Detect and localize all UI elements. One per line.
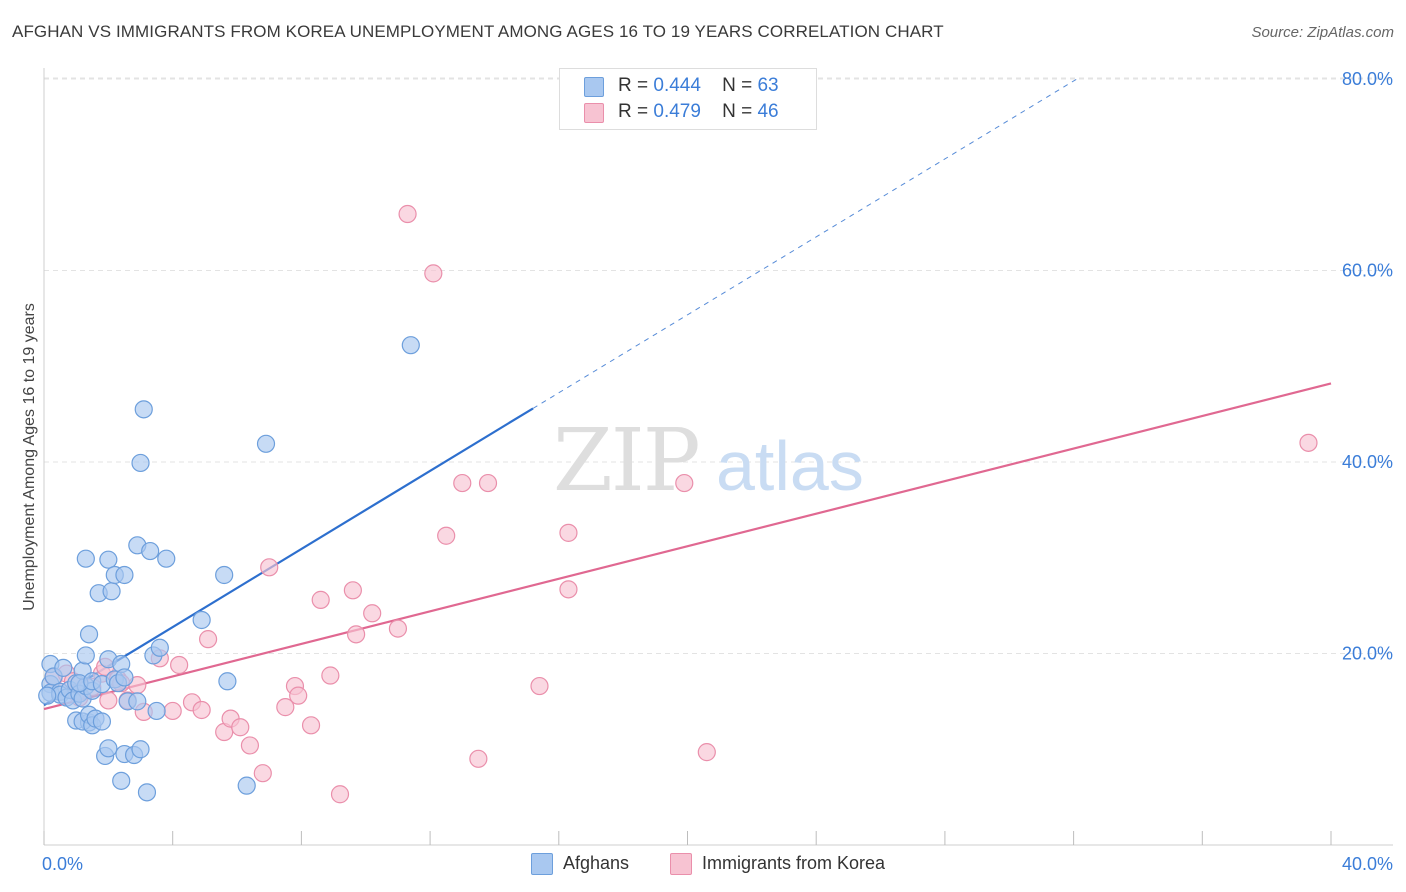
afghans-point (131, 453, 150, 473)
afghans-point (150, 638, 169, 657)
afghans-point (401, 336, 420, 355)
afghans-point (79, 625, 99, 644)
afghans-point (99, 739, 118, 758)
y-tick-label: 60.0% (1342, 261, 1393, 281)
korea-point (530, 676, 549, 696)
afghans-r-value: 0.444 (653, 75, 701, 96)
afghans-point (137, 783, 157, 802)
afghans-point (92, 712, 112, 731)
afghans-legend-swatch (531, 853, 553, 875)
korea-point (231, 718, 250, 737)
korea-point (469, 749, 488, 768)
korea-point (343, 581, 362, 600)
watermark-atlas: atlas (716, 427, 864, 505)
afghans-point (115, 565, 134, 585)
korea-point (311, 590, 330, 609)
korea-point (424, 264, 443, 283)
korea-point (478, 473, 498, 493)
korea-r-value: 0.479 (653, 101, 701, 122)
correlation-legend: R = 0.444 N = 63 R = 0.479 N = 46 (559, 68, 817, 130)
afghans-point (157, 549, 176, 568)
r-label: R = (618, 101, 649, 122)
afghans-point (76, 549, 95, 568)
korea-point (301, 716, 321, 735)
afghans-n-value: 63 (757, 75, 779, 96)
korea-point (99, 691, 118, 710)
afghans-trend-line (43, 407, 534, 707)
afghans-point (131, 740, 150, 759)
afghans-point (38, 686, 57, 705)
n-label: N = (722, 75, 753, 96)
korea-point (363, 604, 382, 623)
r-label: R = (618, 75, 649, 96)
afghans-point (237, 776, 256, 795)
afghans-point (54, 658, 73, 677)
korea-point (453, 473, 472, 493)
korea-point (675, 473, 694, 493)
afghans-point (256, 434, 276, 453)
afghans-point (134, 400, 153, 419)
chart-title: AFGHAN VS IMMIGRANTS FROM KOREA UNEMPLOY… (12, 22, 944, 41)
korea-point (559, 523, 578, 542)
afghans-point (112, 771, 131, 790)
y-tick-label: 80.0% (1342, 69, 1393, 89)
afghans-swatch (584, 77, 604, 97)
source-credit: Source: ZipAtlas.com (1251, 24, 1394, 41)
n-label: N = (722, 101, 753, 122)
korea-point (1299, 433, 1318, 452)
korea-point (198, 630, 218, 649)
afghans-legend-label: Afghans (563, 853, 630, 873)
korea-swatch (584, 103, 604, 123)
afghans-point (147, 701, 166, 721)
korea-point (276, 698, 295, 717)
korea-trend-line (43, 382, 1332, 711)
y-tick-label: 20.0% (1342, 644, 1393, 664)
korea-point (170, 655, 189, 675)
korea-point (192, 700, 211, 720)
x-tick-label-max: 40.0% (1342, 854, 1393, 874)
afghans-point (215, 565, 234, 585)
korea-point (398, 204, 417, 224)
korea-point (388, 619, 408, 638)
korea-point (163, 701, 182, 721)
korea-point (559, 580, 578, 599)
korea-point (330, 785, 350, 804)
korea-n-value: 46 (757, 101, 779, 122)
x-tick-label-min: 0.0% (42, 854, 83, 874)
korea-point (289, 686, 308, 705)
afghans-point (99, 550, 118, 569)
afghans-point (102, 582, 121, 601)
korea-point (437, 526, 456, 545)
afghans-point (141, 541, 160, 561)
afghans-point (128, 692, 147, 711)
korea-point (260, 558, 279, 577)
korea-point (321, 666, 340, 685)
afghans-point (218, 672, 237, 691)
y-axis-label: Unemployment Among Ages 16 to 19 years (21, 303, 38, 611)
korea-legend-swatch (670, 853, 692, 875)
watermark-zip: ZIP (553, 411, 699, 511)
afghans-trend-extension (532, 76, 1081, 409)
afghans-point (76, 646, 95, 665)
afghans-point (115, 668, 134, 687)
afghans-point (192, 610, 211, 630)
korea-point (346, 625, 366, 644)
y-tick-label: 40.0% (1342, 452, 1393, 472)
korea-point (253, 764, 272, 783)
korea-point (240, 736, 260, 755)
korea-point (697, 743, 716, 762)
korea-legend-label: Immigrants from Korea (702, 853, 886, 873)
